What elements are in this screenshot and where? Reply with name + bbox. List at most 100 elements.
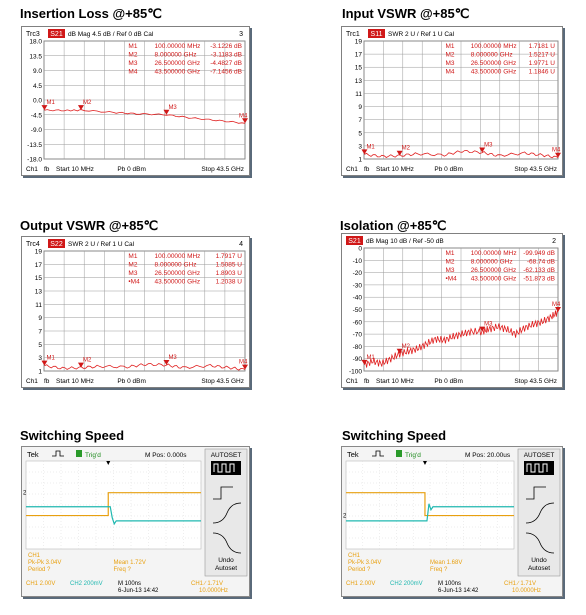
footer-channel: Ch1 bbox=[346, 378, 358, 385]
marker-value: 1.7917 U bbox=[216, 253, 243, 260]
marker-triangle bbox=[361, 359, 368, 365]
marker-name: M3 bbox=[128, 60, 137, 67]
marker-triangle bbox=[396, 150, 403, 156]
bottom-date: 6-Jun-13 14:42 bbox=[118, 588, 159, 594]
y-tick-label: 13 bbox=[355, 78, 363, 85]
data-trace bbox=[44, 109, 246, 124]
scope-display-2: Tek Trig'd M Pos: 20.00us AUTOSET UndoAutose… bbox=[342, 447, 562, 596]
title-input-vswr: Input VSWR @+85℃ bbox=[342, 6, 470, 21]
footer-start: Start 10 MHz bbox=[56, 378, 94, 385]
undo-autoset-label: Autoset bbox=[215, 565, 237, 572]
marker-frequency: 8.000000 GHz bbox=[155, 262, 197, 269]
marker-name: M3 bbox=[445, 60, 454, 67]
switching-speed-scope-2: Tek Trig'd M Pos: 20.00us AUTOSET Undo Autose… bbox=[341, 446, 563, 597]
marker-frequency: 43.500000 GHz bbox=[471, 69, 517, 76]
marker-value: -99.949 dB bbox=[523, 250, 555, 257]
footer-power: Pb 0 dBm bbox=[117, 166, 146, 173]
bottom-ch1: CH1 2.00V bbox=[346, 581, 375, 587]
y-tick-label: -10 bbox=[353, 258, 363, 265]
y-tick-label: -9.0 bbox=[31, 127, 43, 134]
marker-name: M2 bbox=[445, 52, 454, 59]
marker-triangle bbox=[555, 152, 561, 158]
marker-label: M3 bbox=[484, 142, 493, 148]
y-tick-label: 9 bbox=[358, 104, 362, 111]
measure-pkpk: Pk-Pk 3.04V bbox=[348, 560, 381, 566]
marker-triangle bbox=[41, 360, 48, 366]
y-tick-label: 1 bbox=[358, 157, 362, 164]
footer-fb: fb bbox=[364, 166, 370, 173]
bottom-ch1: CH1 2.00V bbox=[26, 581, 55, 587]
marker-triangle bbox=[396, 348, 403, 354]
marker-triangle bbox=[555, 306, 561, 312]
trigger-position-marker bbox=[422, 461, 427, 465]
marker-name: M1 bbox=[128, 43, 137, 50]
marker-triangle bbox=[77, 105, 84, 111]
marker-triangle bbox=[77, 362, 84, 368]
marker-label: M4 bbox=[552, 302, 561, 308]
measure-mean: Mean 1.72V bbox=[114, 560, 146, 566]
ch2-waveform bbox=[26, 506, 201, 526]
y-tick-label: -80 bbox=[353, 344, 363, 351]
marker-label: M2 bbox=[83, 358, 92, 364]
marker-value: 1.2038 U bbox=[216, 279, 243, 286]
y-tick-label: 11 bbox=[355, 91, 362, 98]
footer-stop: Stop 43.5 GHz bbox=[201, 166, 244, 173]
ch2-ground-marker: 2 bbox=[343, 514, 347, 520]
marker-label: M4 bbox=[239, 360, 248, 366]
switching-speed-scope-1: Tek Trig'd M Pos: 0.000s AUTOSET Undo Autoset… bbox=[21, 446, 250, 597]
trigger-state-icon bbox=[76, 450, 82, 457]
param-badge bbox=[368, 29, 385, 38]
marker-triangle bbox=[479, 326, 486, 332]
scope-brand: Tek bbox=[347, 450, 359, 459]
format-label: dB Mag 4.5 dB / Ref 0 dB Cal bbox=[68, 31, 154, 38]
y-tick-label: 17 bbox=[355, 52, 363, 59]
bottom-timebase: M 100ns bbox=[118, 581, 141, 587]
param-label: S21 bbox=[50, 31, 63, 38]
measure-channel: CH1 bbox=[28, 553, 41, 559]
marker-frequency: 100.00000 MHz bbox=[155, 253, 201, 260]
y-tick-label: -18.0 bbox=[27, 157, 42, 164]
bottom-trigger: CH1 ∕ 1.71V bbox=[504, 580, 536, 587]
marker-name: M2 bbox=[128, 262, 137, 269]
ch1-waveform bbox=[26, 492, 201, 517]
y-tick-label: 7 bbox=[38, 329, 42, 336]
measure-freq: Freq ? bbox=[430, 567, 448, 573]
footer-start: Start 10 MHz bbox=[376, 166, 414, 173]
marker-value: 1.9771 U bbox=[529, 60, 556, 67]
isolation-chart: S21 dB Mag 10 dB / Ref -50 dB 2 0 -10 -20 -30 -… bbox=[341, 233, 563, 388]
trace-label: Trc3 bbox=[26, 31, 40, 38]
marker-label: M3 bbox=[168, 105, 177, 111]
rise-curve-icon bbox=[212, 502, 242, 524]
marker-label: M3 bbox=[168, 355, 177, 361]
footer-channel: Ch1 bbox=[26, 166, 38, 173]
y-tick-label: 9 bbox=[38, 315, 42, 322]
ch2-waveform bbox=[346, 503, 514, 522]
trigger-state-icon bbox=[396, 450, 402, 457]
marker-frequency: 43.500000 GHz bbox=[471, 276, 517, 283]
y-tick-label: 5 bbox=[358, 130, 362, 137]
marker-name: M1 bbox=[445, 43, 454, 50]
y-tick-label: 15 bbox=[355, 65, 363, 72]
trigger-icon bbox=[372, 450, 384, 457]
param-label: S11 bbox=[371, 31, 383, 38]
y-tick-label: 13.5 bbox=[29, 53, 42, 60]
bottom-timebase: M 100ns bbox=[438, 581, 461, 587]
marker-frequency: 26.500000 GHz bbox=[155, 270, 201, 277]
y-tick-label: -60 bbox=[353, 319, 363, 326]
footer-fb: fb bbox=[44, 378, 50, 385]
marker-value: 1.5217 U bbox=[529, 52, 556, 59]
output-vswr-plot: Trc4 S22 SWR 2 U / Ref 1 U Cal 419171513119… bbox=[26, 239, 248, 385]
y-tick-label: -70 bbox=[353, 332, 363, 339]
y-tick-label: 3 bbox=[358, 143, 362, 150]
marker-name: M4 bbox=[128, 69, 137, 76]
y-tick-label: 4.5 bbox=[33, 83, 42, 90]
marker-name: M1 bbox=[445, 250, 454, 257]
measure-channel: CH1 bbox=[348, 553, 361, 559]
input-vswr-chart: Trc1 S11 SWR 2 U / Ref 1 U Cal 19 17 15 13 11 9 7… bbox=[341, 26, 563, 176]
measure-period: Period ? bbox=[348, 567, 371, 573]
square-wave-icon bbox=[213, 463, 235, 473]
marker-frequency: 26.500000 GHz bbox=[471, 60, 517, 67]
y-tick-label: -90 bbox=[353, 356, 363, 363]
marker-frequency: 43.500000 GHz bbox=[155, 69, 201, 76]
scope-brand: Tek bbox=[27, 450, 39, 459]
